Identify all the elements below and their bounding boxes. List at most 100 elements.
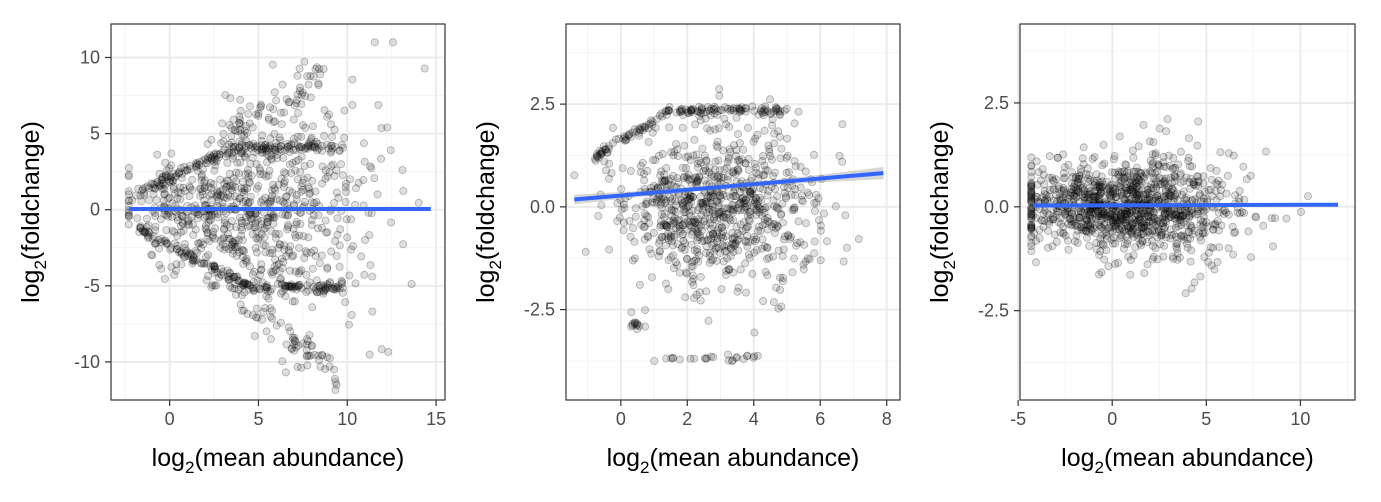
data-point	[245, 262, 254, 271]
data-point	[1145, 229, 1154, 238]
data-point	[1058, 195, 1067, 204]
data-point	[219, 137, 228, 146]
data-point	[1076, 213, 1085, 222]
data-point	[680, 141, 689, 150]
data-point	[208, 281, 217, 290]
data-point	[760, 170, 769, 179]
data-point	[255, 284, 264, 293]
data-point	[1066, 191, 1075, 200]
data-point	[731, 169, 740, 178]
data-point	[761, 107, 770, 116]
data-point	[246, 143, 255, 152]
data-point	[770, 129, 779, 138]
data-point	[1167, 178, 1176, 187]
data-point	[734, 235, 743, 244]
data-point	[234, 169, 243, 178]
data-point	[290, 336, 299, 345]
data-point	[1097, 209, 1106, 218]
data-point	[705, 214, 714, 223]
data-point	[641, 124, 650, 133]
data-point	[1098, 177, 1107, 186]
data-point	[1121, 183, 1130, 192]
data-point	[746, 188, 755, 197]
data-point	[281, 282, 290, 291]
data-point	[1067, 221, 1076, 230]
data-point	[1134, 175, 1143, 184]
data-point	[266, 144, 275, 153]
data-point	[288, 252, 297, 261]
data-point	[570, 171, 579, 180]
data-point	[216, 191, 225, 200]
data-point	[273, 150, 282, 159]
data-point	[745, 253, 754, 262]
data-point	[1113, 218, 1122, 227]
data-point	[169, 169, 178, 178]
data-point	[790, 254, 799, 263]
data-point	[233, 127, 242, 136]
data-point	[717, 173, 726, 182]
data-point	[291, 337, 300, 346]
data-point	[290, 139, 299, 148]
data-point	[666, 221, 675, 230]
data-point	[748, 269, 757, 278]
data-point	[752, 246, 761, 255]
data-point	[728, 208, 737, 217]
data-point	[754, 226, 763, 235]
data-point	[1124, 226, 1133, 235]
data-point	[683, 108, 692, 117]
data-point	[1186, 234, 1195, 243]
plot-background	[111, 24, 445, 400]
data-point	[303, 142, 312, 151]
data-point	[1126, 194, 1135, 203]
data-point	[325, 110, 334, 119]
data-point	[216, 187, 225, 196]
data-point	[174, 188, 183, 197]
data-point	[307, 133, 316, 142]
data-point	[698, 144, 707, 153]
data-point	[1128, 185, 1137, 194]
data-point	[664, 176, 673, 185]
data-point	[688, 257, 697, 266]
data-point	[686, 192, 695, 201]
data-point	[714, 244, 723, 253]
data-point	[162, 210, 171, 219]
data-point	[693, 247, 702, 256]
data-point	[226, 192, 235, 201]
data-point	[714, 198, 723, 207]
data-point	[670, 230, 679, 239]
data-point	[248, 214, 257, 223]
data-point	[780, 188, 789, 197]
data-point	[1099, 180, 1108, 189]
data-point	[189, 254, 198, 263]
data-point	[179, 252, 188, 261]
data-point	[221, 152, 230, 161]
data-point	[1222, 189, 1231, 198]
data-point	[673, 174, 682, 183]
data-point	[383, 123, 392, 132]
data-point	[136, 222, 145, 231]
data-point	[1059, 169, 1068, 178]
data-point	[689, 192, 698, 201]
data-point	[644, 212, 653, 221]
data-point	[684, 202, 693, 211]
data-point	[1172, 239, 1181, 248]
data-point	[673, 240, 682, 249]
data-point	[763, 217, 772, 226]
data-point	[221, 242, 230, 251]
fit-layer	[574, 166, 884, 205]
data-point	[617, 185, 626, 194]
data-point	[214, 196, 223, 205]
data-point	[235, 248, 244, 257]
data-point	[712, 243, 721, 252]
data-point	[723, 104, 732, 113]
data-point	[231, 126, 240, 135]
data-point	[729, 240, 738, 249]
data-point	[758, 156, 767, 165]
data-point	[1159, 252, 1168, 261]
data-point	[625, 129, 634, 138]
data-point	[1149, 208, 1158, 217]
data-point	[751, 237, 760, 246]
data-point	[1071, 189, 1080, 198]
data-point	[377, 345, 386, 354]
data-point	[209, 180, 218, 189]
